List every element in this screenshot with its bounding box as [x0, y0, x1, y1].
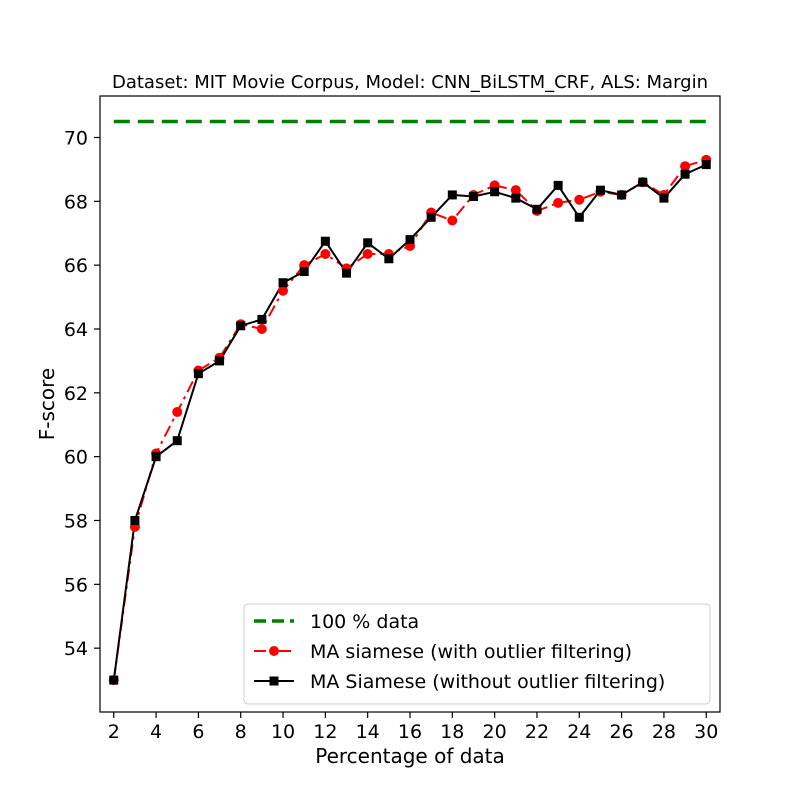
series-2-point: [638, 177, 648, 187]
series-2-point: [405, 235, 415, 245]
series-2-point: [490, 187, 500, 197]
series-1-point: [256, 323, 267, 334]
x-tick-label: 12: [313, 721, 337, 743]
x-tick-label: 16: [398, 721, 422, 743]
legend-box: [243, 603, 711, 705]
series-2-point: [553, 180, 563, 190]
series-2-point: [172, 436, 182, 446]
y-tick-label: 64: [64, 319, 88, 341]
series-2-point: [215, 356, 225, 366]
x-tick-label: 8: [235, 721, 247, 743]
y-axis-label: F-score: [35, 368, 59, 440]
y-tick-label: 66: [64, 255, 88, 277]
legend-label-0: 100 % data: [310, 611, 419, 633]
series-1-point: [447, 215, 458, 226]
series-2-point: [257, 314, 267, 324]
chart-title: Dataset: MIT Movie Corpus, Model: CNN_Bi…: [112, 72, 708, 93]
series-2-point: [447, 190, 457, 200]
series-2-point: [701, 160, 711, 170]
x-tick-label: 6: [192, 721, 204, 743]
x-tick-label: 22: [525, 721, 549, 743]
series-2-point: [426, 212, 436, 222]
series-2-point: [468, 192, 478, 202]
series-1-point: [553, 197, 564, 208]
x-tick-label: 26: [610, 721, 634, 743]
legend-label-2: MA Siamese (without outlier filtering): [310, 671, 665, 693]
legend-marker-2: [269, 676, 279, 686]
x-tick-label: 24: [567, 721, 591, 743]
series-2-point: [278, 278, 288, 288]
x-tick-label: 14: [356, 721, 380, 743]
series-1-point: [510, 185, 521, 196]
series-1-point: [574, 194, 585, 205]
series-1-point: [278, 285, 289, 296]
x-tick-label: 10: [271, 721, 295, 743]
y-tick-label: 54: [64, 638, 88, 660]
series-2-point: [384, 254, 394, 264]
series-2-point: [511, 193, 521, 203]
series-2-point: [680, 169, 690, 179]
series-2-point: [320, 236, 330, 246]
x-axis-label: Percentage of data: [315, 744, 505, 768]
x-tick-label: 20: [483, 721, 507, 743]
x-tick-label: 28: [652, 721, 676, 743]
x-tick-label: 18: [440, 721, 464, 743]
series-1-point: [172, 406, 183, 417]
y-tick-label: 68: [64, 191, 88, 213]
series-1-point: [680, 161, 691, 172]
y-tick-label: 60: [64, 447, 88, 469]
x-tick-label: 30: [694, 721, 718, 743]
series-2-point: [109, 675, 119, 685]
y-tick-label: 56: [64, 574, 88, 596]
y-tick-label: 58: [64, 510, 88, 532]
legend: 100 % data MA siamese (with outlier filte…: [243, 603, 711, 705]
legend-marker-1: [269, 646, 279, 656]
series-2-point: [363, 238, 373, 248]
series-2-point: [151, 452, 161, 462]
series-2-point: [193, 369, 203, 379]
series-2-point: [595, 185, 605, 195]
series-2-point: [130, 515, 140, 525]
y-tick-label: 62: [64, 383, 88, 405]
series-2-point: [342, 268, 352, 278]
series-1-point: [362, 248, 373, 259]
series-2-point: [617, 190, 627, 200]
series-2-point: [532, 204, 542, 214]
series-2-point: [659, 193, 669, 203]
x-tick-label: 2: [108, 721, 120, 743]
series-2-point: [236, 321, 246, 331]
series-2-point: [574, 212, 584, 222]
y-tick-label: 70: [64, 127, 88, 149]
x-tick-label: 4: [150, 721, 162, 743]
series-1-point: [320, 248, 331, 259]
legend-label-1: MA siamese (with outlier filtering): [310, 641, 632, 663]
series-2-point: [299, 267, 309, 277]
